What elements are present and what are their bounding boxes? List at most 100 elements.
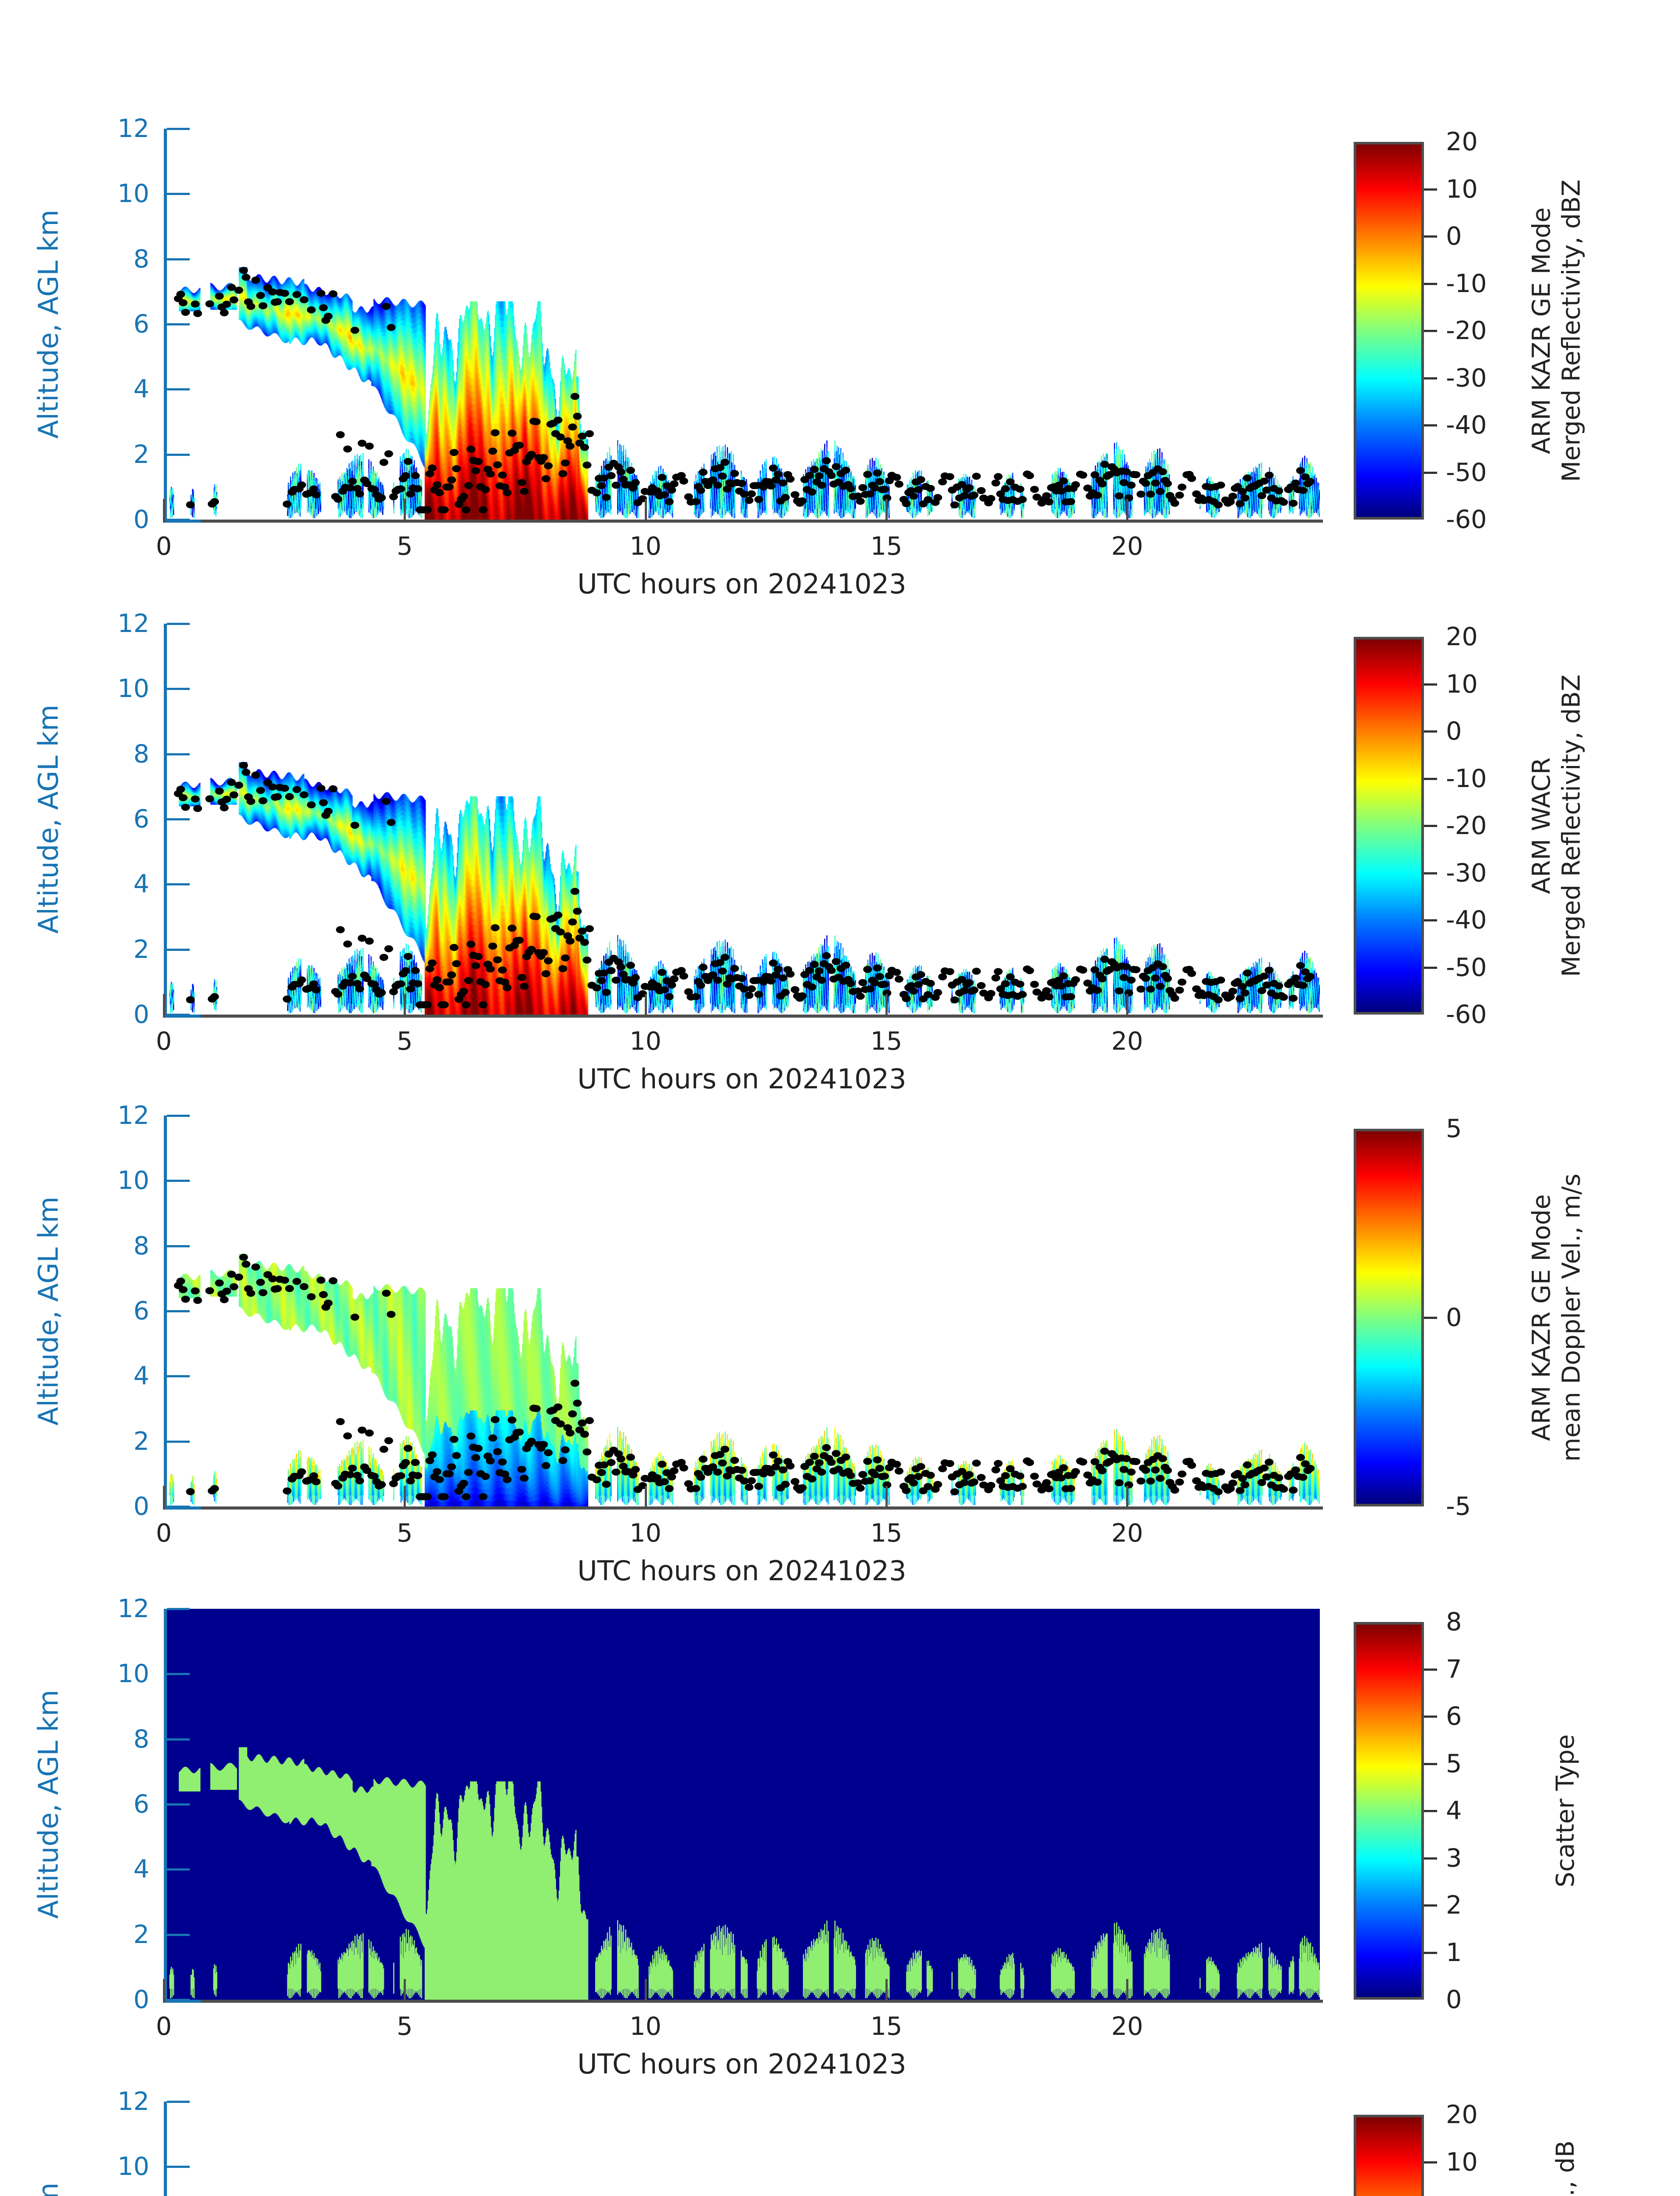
y-tick-label: 2 (70, 1427, 149, 1456)
colorbar-kazr-ge-doppler-velocity[interactable] (1354, 1129, 1424, 1506)
x-tick-label: 15 (871, 1027, 903, 1056)
y-tick (167, 818, 190, 820)
colorbar-kazr-ge-reflectivity[interactable] (1354, 142, 1424, 520)
x-tick-label: 0 (156, 2012, 172, 2041)
x-tick-label: 20 (1111, 532, 1143, 561)
colorbar-tick-label: 1 (1446, 1938, 1462, 1967)
y-tick (167, 1245, 190, 1247)
colorbar-tick-label: 10 (1446, 670, 1478, 699)
x-tick-label: 15 (871, 2012, 903, 2041)
colorbar-tick-label: 10 (1446, 175, 1478, 204)
colorbar-title-line1: Scatter Type (1551, 1734, 1581, 1887)
colorbar-tick (1424, 1669, 1437, 1671)
y-tick (167, 1310, 190, 1312)
x-tick (404, 994, 406, 1018)
x-tick-label: 10 (629, 1027, 661, 1056)
x-axis-title: UTC hours on 20241023 (577, 2048, 906, 2080)
y-tick-label: 10 (70, 1166, 149, 1195)
colorbar-tick-label: -60 (1446, 505, 1487, 534)
y-tick-label: 10 (70, 179, 149, 208)
y-tick-label: 8 (70, 1725, 149, 1754)
colorbar-tick-label: -40 (1446, 411, 1487, 440)
y-tick-label: 6 (70, 805, 149, 834)
colorbar-tick (1424, 1716, 1437, 1718)
colorbar-tick-label: -10 (1446, 269, 1487, 298)
colorbar-de-cluttered-max-reflectivity[interactable] (1354, 2115, 1424, 2196)
y-axis-title: Altitude, AGL km (33, 209, 65, 439)
colorbar-tick-label: -50 (1446, 458, 1487, 487)
y-tick-label: 8 (70, 740, 149, 769)
x-tick-label: 10 (629, 2012, 661, 2041)
y-tick (167, 1180, 190, 1182)
colorbar-tick (1424, 424, 1437, 426)
y-tick-label: 4 (70, 1855, 149, 1884)
heatmap-data-kazr-ge-reflectivity (164, 129, 1320, 520)
colorbar-wacr-reflectivity[interactable] (1354, 637, 1424, 1015)
panel-kazr-ge-doppler-velocity: 0 2 4 6 8 10 12 0 5 10 15 20 Altitude, AGL km UTC hou… (0, 1116, 1680, 1607)
colorbar-tick (1424, 1810, 1437, 1812)
colorbar-tick (1424, 377, 1437, 379)
x-axis-title: UTC hours on 20241023 (577, 1555, 906, 1587)
colorbar-tick (1424, 330, 1437, 332)
y-tick (167, 1608, 190, 1610)
y-tick (167, 883, 190, 885)
y-tick-label: 2 (70, 1920, 149, 1949)
colorbar-tick-label: 8 (1446, 1607, 1462, 1636)
panel-wacr-reflectivity: 0 2 4 6 8 10 12 0 5 10 15 20 Altitude, AGL km UTC hou… (0, 624, 1680, 1116)
y-tick-label: 12 (70, 609, 149, 638)
colorbar-title-line1: ARM KAZR GE Mode (1527, 180, 1557, 482)
colorbar-tick-label: 20 (1446, 127, 1478, 156)
x-tick (645, 1979, 647, 2003)
y-axis-title: Altitude, AGL km (33, 2182, 65, 2196)
y-tick (167, 2166, 190, 2168)
x-tick (163, 1486, 165, 1510)
x-tick-label: 5 (397, 532, 412, 561)
y-tick-label: 0 (70, 505, 149, 534)
y-tick-label: 12 (70, 1594, 149, 1623)
y-tick (167, 454, 190, 456)
y-axis-title: Altitude, AGL km (33, 1690, 65, 1919)
colorbar-title-scatter-type: Scatter Type (1551, 1734, 1581, 1887)
x-tick (885, 499, 888, 523)
colorbar-tick (1424, 683, 1437, 686)
y-tick-label: 4 (70, 375, 149, 404)
colorbar-scatter-type[interactable] (1354, 1622, 1424, 2000)
colorbar-tick-label: 3 (1446, 1844, 1462, 1873)
x-tick (163, 1979, 165, 2003)
x-tick-label: 15 (871, 532, 903, 561)
x-tick (404, 1486, 406, 1510)
y-tick-label: 0 (70, 1000, 149, 1029)
x-tick (645, 499, 647, 523)
y-tick-label: 4 (70, 870, 149, 899)
x-tick-label: 10 (629, 1519, 661, 1548)
y-tick (167, 2101, 190, 2103)
colorbar-tick (1424, 1763, 1437, 1765)
x-tick-label: 5 (397, 1027, 412, 1056)
panel-scatter-type: 0 2 4 6 8 10 12 0 5 10 15 20 Altitude, AGL km UTC hou… (0, 1609, 1680, 2101)
y-tick (167, 1441, 190, 1443)
y-tick (167, 388, 190, 390)
colorbar-tick (1424, 283, 1437, 285)
y-tick (167, 753, 190, 755)
y-tick (167, 1999, 190, 2001)
colorbar-tick (1424, 872, 1437, 874)
y-axis-title: Altitude, AGL km (33, 704, 65, 934)
y-tick (167, 1673, 190, 1675)
colorbar-tick-label: -30 (1446, 364, 1487, 393)
y-tick (167, 323, 190, 325)
y-tick (167, 1506, 190, 1508)
colorbar-tick-label: 4 (1446, 1796, 1462, 1825)
colorbar-title-kazr-ge-reflectivity: ARM KAZR GE Mode Merged Reflectivity, dBZ (1527, 180, 1587, 482)
y-tick-label: 8 (70, 245, 149, 274)
colorbar-title-line2: Merged Reflectivity, dBZ (1557, 180, 1587, 482)
y-tick (167, 128, 190, 130)
colorbar-tick (1424, 730, 1437, 733)
y-tick (167, 623, 190, 625)
y-tick-label: 10 (70, 1659, 149, 1688)
colorbar-tick (1424, 1952, 1437, 1954)
x-tick (1126, 499, 1128, 523)
x-tick (645, 1486, 647, 1510)
y-tick (167, 1738, 190, 1741)
heatmap-data-wacr-reflectivity (164, 624, 1320, 1015)
